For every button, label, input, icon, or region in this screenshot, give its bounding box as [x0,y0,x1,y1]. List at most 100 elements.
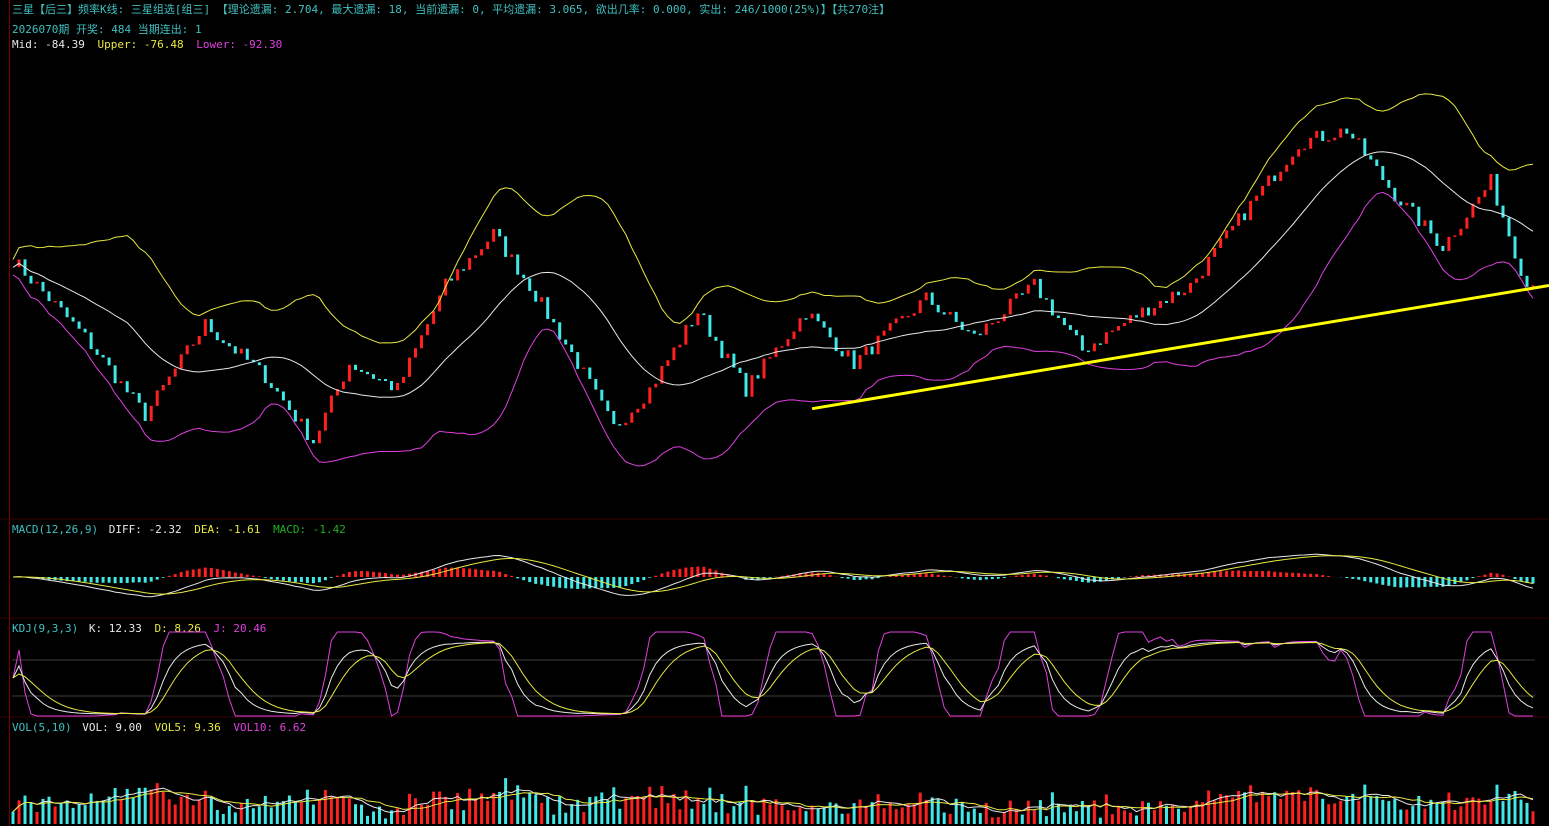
candle [245,348,249,360]
candle [1014,293,1018,299]
vol10-line [12,790,1534,812]
candle [366,371,369,375]
candle [396,382,399,391]
candle [1453,235,1457,237]
candle [738,367,742,373]
candle [600,389,604,401]
candle [582,367,586,369]
candle [378,378,381,381]
candle [1513,236,1517,259]
candle [1219,238,1223,248]
candle [1387,180,1391,188]
candle [1243,213,1247,221]
candle [1471,203,1475,218]
candle [450,278,454,281]
candle [35,281,39,284]
candle [59,301,63,308]
candle [1267,175,1271,186]
candle [894,318,898,324]
candle [672,347,676,361]
vol-name: VOL(5,10) [12,721,72,734]
candle [906,315,910,318]
candle [1225,230,1229,239]
candle [420,335,423,349]
candle [1285,164,1289,172]
candle [540,297,544,302]
candle [41,281,45,292]
candle [1038,278,1042,299]
candle [1375,159,1379,166]
candle [690,324,694,327]
candle [840,351,844,357]
candle [1080,335,1084,351]
candle [984,323,988,335]
candle [1315,130,1319,138]
candle [438,295,442,312]
candle [636,408,640,413]
candle [257,362,261,366]
candle [329,395,333,413]
candle [762,358,766,379]
candle [996,321,1000,323]
candle [1110,330,1114,333]
candle [972,330,976,334]
candle [1519,258,1523,276]
candle [726,353,730,358]
candle [666,360,670,366]
candle [89,332,93,350]
candle [1104,332,1108,344]
candle [191,344,195,346]
candle [516,254,520,275]
boll-mid-label: Mid: -84.39 [12,38,85,51]
candle [888,323,892,331]
candle [347,364,351,382]
candle [1291,156,1295,165]
candle [528,278,532,291]
candle [197,336,201,345]
candle [678,344,682,348]
kdj-k: K: 12.33 [88,622,142,635]
candle [660,366,664,384]
candle [1068,325,1072,330]
candle [1405,202,1409,206]
macd-diff: DIFF: -2.32 [108,523,182,536]
candle [468,258,472,270]
candle [744,372,748,397]
candle [1399,201,1403,206]
boll-mid-line [12,151,1534,398]
boll-upper-label: Upper: -76.48 [97,38,184,51]
candle [564,339,568,345]
candle [882,330,886,336]
candle [185,345,189,355]
kdj-name: KDJ(9,3,3) [12,622,79,635]
candle [71,317,75,322]
candle [828,327,832,338]
candle [384,379,387,381]
candle [360,369,363,372]
candle [498,229,502,237]
candle [149,405,153,422]
candle [95,349,99,355]
candle [426,324,429,336]
candle [209,319,213,333]
candle [341,381,345,389]
chart-title: 三星【后三】频率K线: 三星组选[组三] 【理论遗漏: 2.704, 最大遗漏:… [12,3,891,16]
candle [708,315,712,337]
candle [1050,299,1054,316]
candle [1423,220,1427,226]
candle [1495,174,1499,206]
candle [1177,291,1180,296]
boll-legend: Mid: -84.39 Upper: -76.48 Lower: -92.30 [12,38,282,52]
candle [546,297,550,319]
candle [1357,138,1361,140]
candle [1465,217,1469,229]
candle [1333,137,1337,141]
candle [1441,245,1445,251]
kdj-j-line [12,631,1533,717]
candle [948,311,952,315]
candle [702,313,706,315]
candle [1279,171,1283,181]
candle [107,357,111,366]
candle [834,337,838,352]
